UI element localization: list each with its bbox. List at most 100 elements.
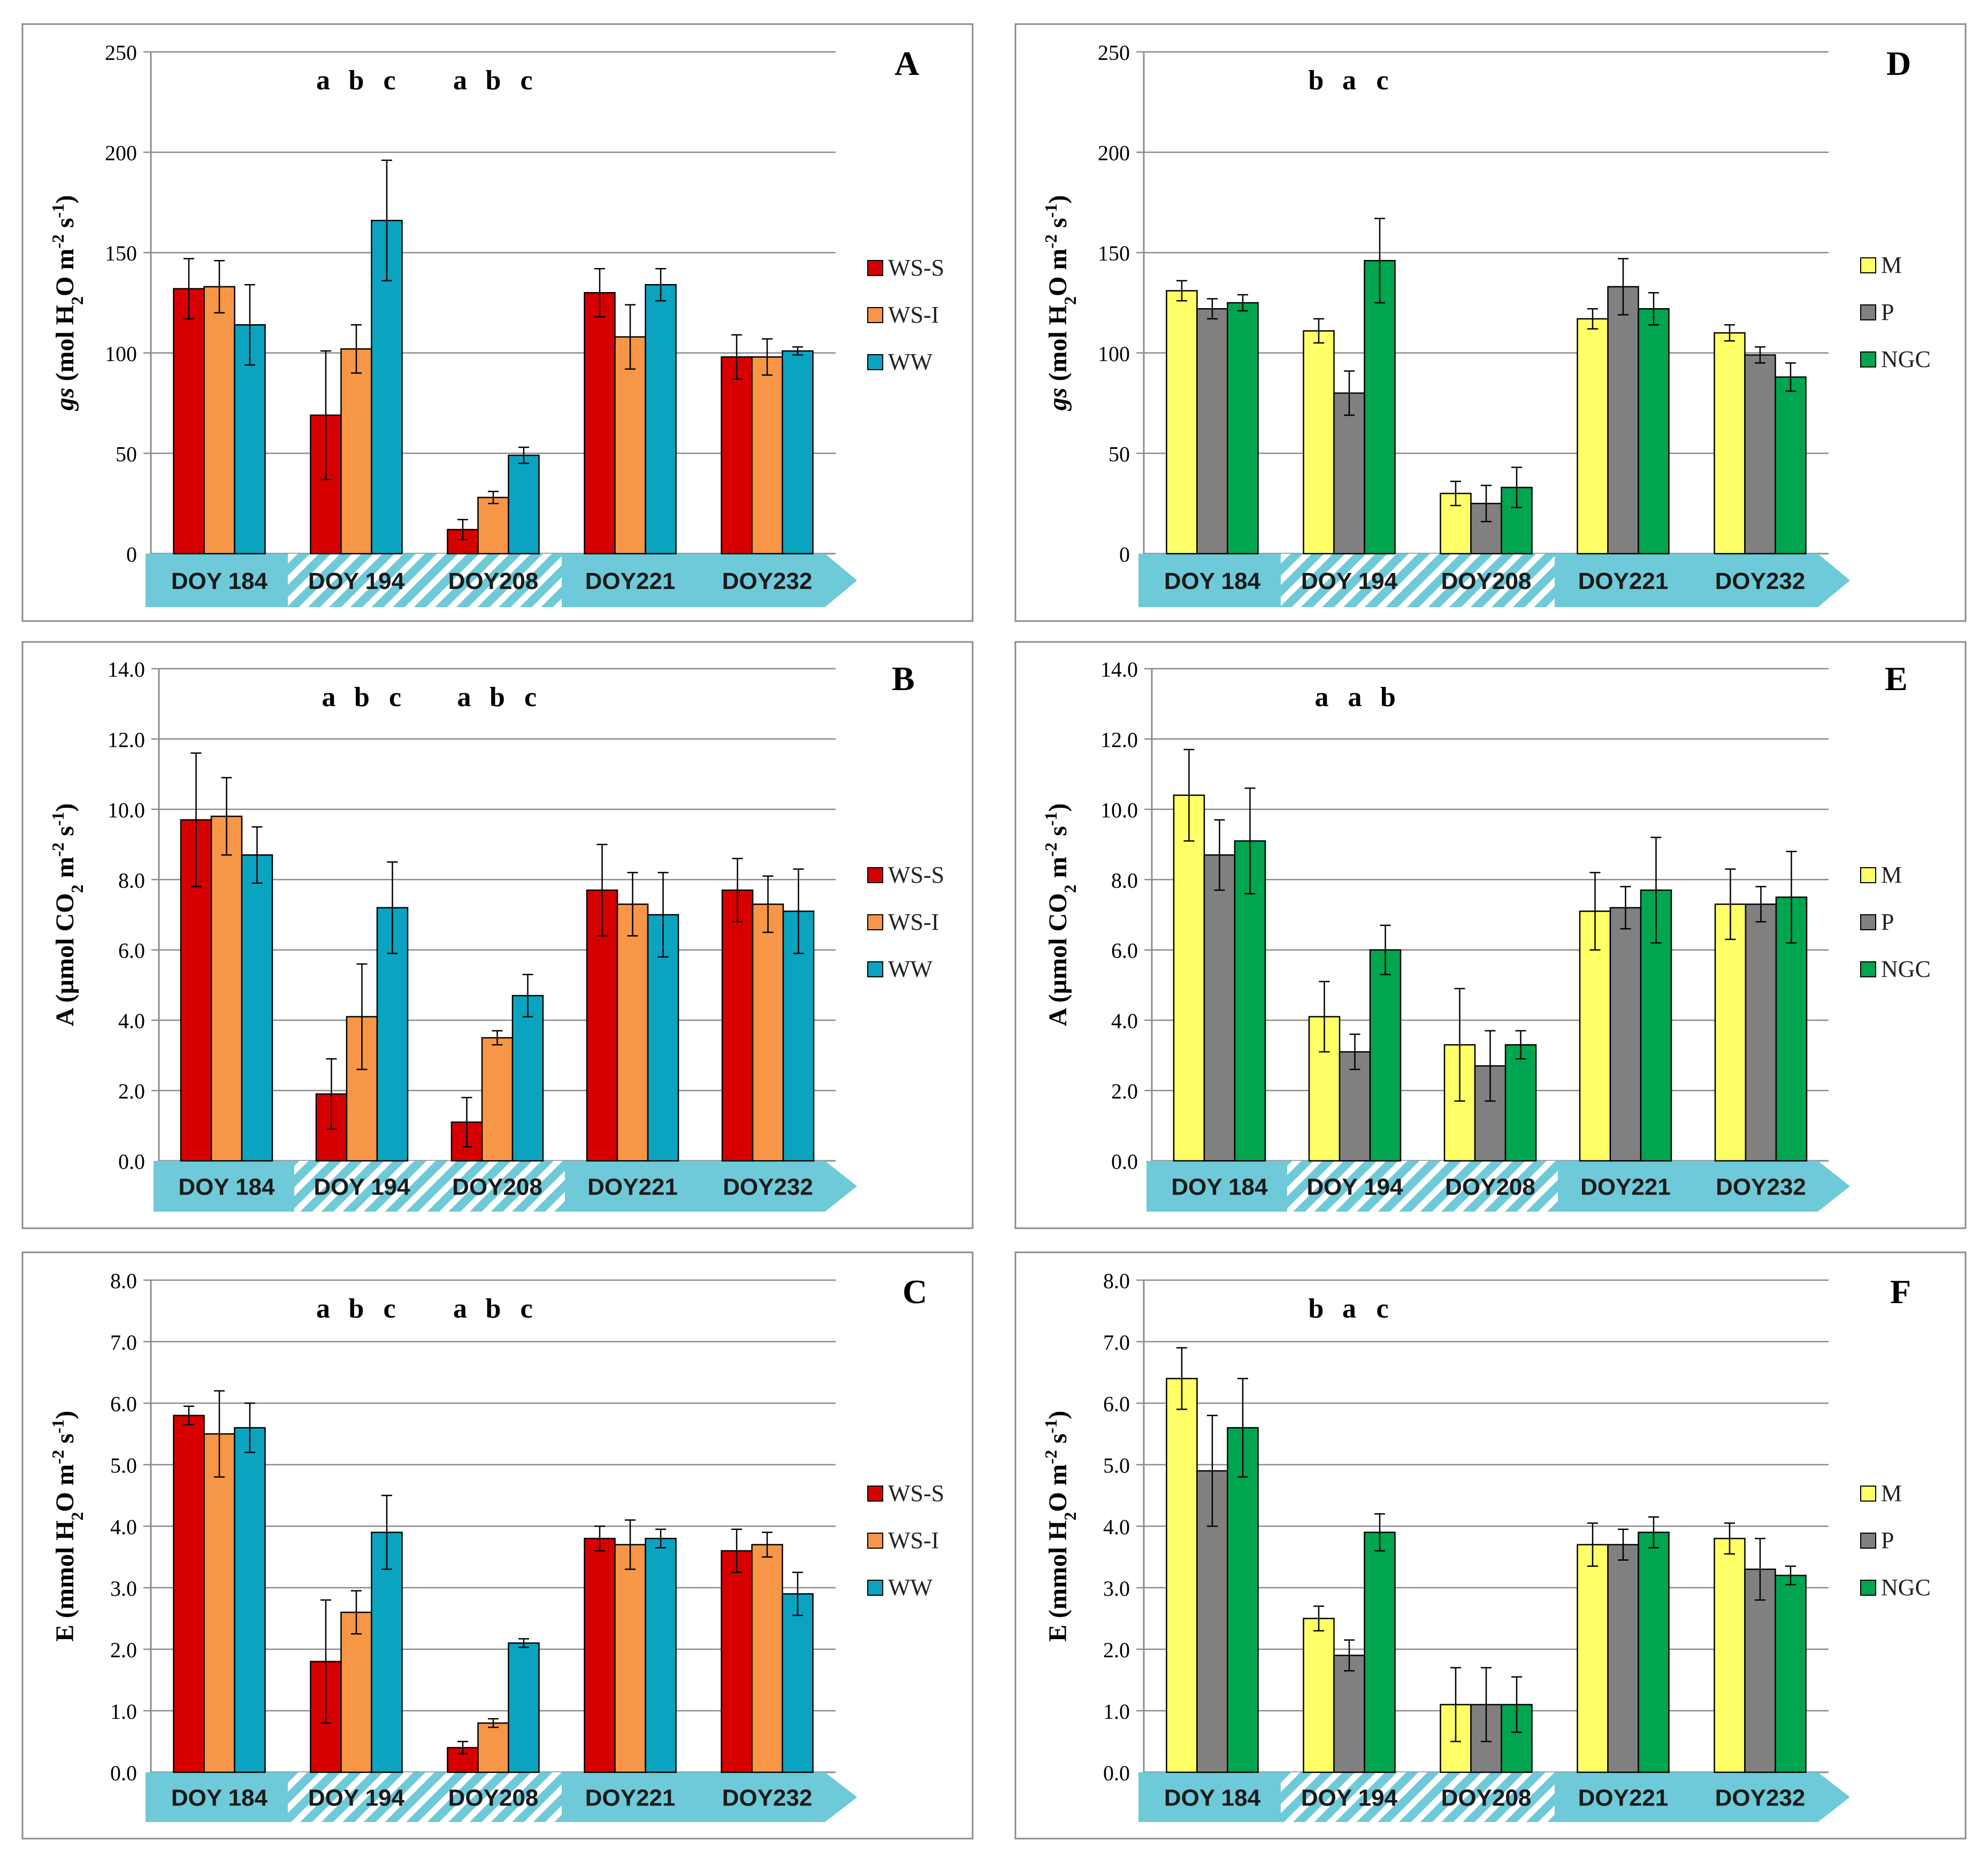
bar-ngc (1638, 308, 1670, 555)
bar-p (1745, 904, 1777, 1162)
category-label: DOY 194 (314, 1174, 410, 1200)
significance-letter: a (457, 682, 471, 713)
legend-label: NGC (1881, 346, 1931, 372)
y-tick-label: 14.0 (108, 657, 145, 682)
legend-swatch (867, 354, 883, 370)
significance-letter: b (486, 65, 501, 96)
significance-letter: c (524, 682, 537, 713)
bar-ws-s (721, 1550, 753, 1773)
category-band: DOY 184 DOY 194 DOY208 DOY221 DOY232 (1138, 554, 1850, 607)
legend-label: WW (888, 349, 933, 375)
category-band-hatch (294, 1161, 565, 1212)
significance-letter: c (389, 682, 401, 713)
y-tick-label: 10.0 (1100, 798, 1138, 822)
bar-ww (241, 854, 273, 1162)
y-tick-labels: 0 50 100 150 200 250 (1098, 41, 1130, 567)
panel-letter: B (892, 660, 915, 698)
error-bars (1176, 218, 1796, 523)
legend-label: P (1881, 1527, 1894, 1553)
bar-m (1303, 330, 1335, 555)
category-label: DOY 194 (308, 1785, 405, 1811)
error-bars (1183, 748, 1797, 1102)
significance-letter: c (383, 1293, 395, 1324)
category-label: DOY208 (452, 1174, 542, 1200)
panel-f: 0.01.02.03.04.05.06.07.08.0 DOY 184 DOY 1… (1014, 1251, 1967, 1840)
y-tick-label: 2.0 (118, 1080, 145, 1104)
significance-letter: a (453, 1293, 467, 1324)
bar-ngc (1638, 1532, 1670, 1773)
bar-ws-s (584, 1537, 616, 1773)
bar-ws-s (584, 292, 616, 555)
significance-letter: a (322, 682, 336, 713)
y-tick-label: 5.0 (1103, 1453, 1130, 1478)
legend-swatch (867, 1533, 883, 1549)
y-tick-labels: 0.0 1.0 2.0 3.0 4.0 5.0 6.0 7.0 8.0 (110, 1269, 137, 1785)
category-band: DOY 184 DOY 194 DOY208 DOY221 DOY232 (1146, 1161, 1850, 1212)
y-tick-label: 250 (105, 41, 137, 65)
bar-m (1166, 1377, 1198, 1773)
bar-ngc (1364, 1532, 1396, 1773)
y-tick-label: 2.0 (110, 1638, 137, 1662)
y-tick-label: 150 (1098, 241, 1130, 265)
y-tick-label: 6.0 (118, 939, 145, 963)
bar-m (1577, 318, 1609, 555)
legend-label: M (1881, 1480, 1902, 1506)
legend-label: NGC (1881, 1574, 1931, 1601)
significance-letter: c (1376, 65, 1388, 96)
panel-c: 0.01.02.03.04.05.06.07.08.0 DOY 184 DOY 1… (21, 1251, 974, 1840)
y-tick-label: 5.0 (110, 1453, 137, 1478)
bar-ws-i (752, 904, 784, 1162)
category-label: DOY 194 (1306, 1174, 1403, 1200)
category-band: DOY 184 DOY 194 DOY208 DOY221 DOY232 (146, 1772, 857, 1822)
panel-letter: F (1890, 1273, 1911, 1311)
bar-ww (645, 284, 677, 555)
significance-letter: b (349, 1293, 364, 1324)
significance-letter: a (453, 65, 467, 96)
legend-label: P (1881, 909, 1894, 935)
bar-m (1714, 332, 1746, 555)
y-tick-label: 200 (1098, 141, 1130, 165)
y-tick-labels: 0.0 1.0 2.0 3.0 4.0 5.0 6.0 7.0 8.0 (1103, 1269, 1130, 1785)
category-band-hatch (1287, 1161, 1558, 1212)
bar-ww (508, 1642, 540, 1773)
y-tick-label: 50 (1108, 442, 1130, 466)
y-tick-label: 0.0 (1103, 1761, 1130, 1785)
bar-ngc (1775, 376, 1807, 555)
y-tick-label: 10.0 (108, 798, 145, 822)
legend-label: P (1881, 299, 1894, 325)
y-axis-label: A (µmol CO2 m-2 s-1) (1041, 803, 1080, 1027)
legend-swatch (1860, 351, 1876, 368)
bar-ws-i (751, 1544, 783, 1773)
bar-m (1714, 904, 1747, 1162)
y-axis-label: gs (mol H2O m-2 s-1) (1041, 195, 1080, 411)
y-tick-label: 150 (105, 241, 137, 265)
bar-ww (645, 1537, 677, 1773)
y-tick-label: 100 (105, 342, 137, 366)
category-label: DOY221 (585, 568, 676, 594)
bar-p (1607, 1544, 1639, 1773)
category-label: DOY208 (1441, 568, 1532, 594)
y-tick-label: 200 (105, 141, 137, 165)
significance-letter: b (1309, 65, 1324, 96)
category-band-hatch (1281, 1772, 1555, 1822)
bar-ww (782, 350, 814, 555)
significance-letter: b (1380, 682, 1396, 713)
y-tick-label: 50 (116, 442, 137, 466)
bar-ngc (1369, 949, 1402, 1162)
bar-ws-i (614, 1544, 646, 1773)
category-label: DOY208 (1441, 1785, 1532, 1811)
bar-ngc (1504, 1044, 1537, 1162)
category-band: DOY 184 DOY 194 DOY208 DOY221 DOY232 (1138, 1772, 1850, 1822)
y-tick-label: 100 (1098, 342, 1130, 366)
bar-m (1577, 1544, 1609, 1773)
bar-ws-i (616, 904, 649, 1162)
panel-e: 0.02.04.06.08.010.012.014.0 DOY 184 DOY 1… (1014, 641, 1967, 1229)
panel-letter: E (1885, 660, 1908, 698)
error-bars (183, 1390, 803, 1755)
bar-ws-s (721, 356, 753, 555)
category-label: DOY232 (723, 1174, 813, 1200)
